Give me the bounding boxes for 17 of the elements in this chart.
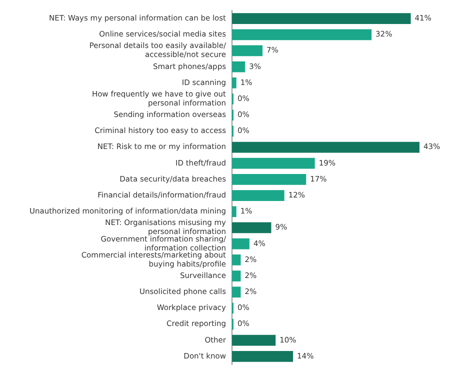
bar (232, 174, 306, 185)
bar (232, 77, 236, 88)
bar (232, 222, 272, 234)
bar (232, 238, 250, 250)
bar (232, 29, 372, 40)
bar (232, 254, 241, 266)
bar (232, 158, 315, 169)
bar (232, 334, 276, 346)
bar (232, 286, 241, 298)
bar (232, 270, 241, 282)
bar (232, 190, 284, 201)
bar (232, 351, 294, 362)
bar (232, 61, 246, 72)
bar (232, 45, 263, 56)
bar (232, 206, 236, 218)
bar (232, 142, 420, 153)
bar (232, 13, 411, 24)
